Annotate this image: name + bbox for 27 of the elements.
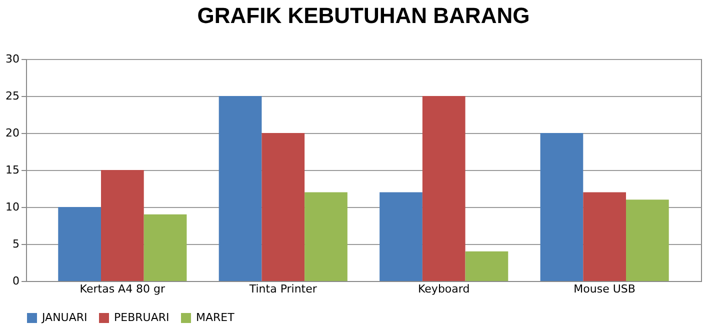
bar (58, 207, 101, 281)
y-tick-label: 5 (12, 238, 20, 250)
bar (262, 133, 305, 281)
y-tick-label: 30 (6, 52, 20, 66)
bar (144, 214, 187, 281)
bar (465, 251, 508, 281)
legend-label: PEBRUARI (114, 311, 170, 324)
bar (218, 96, 262, 281)
chart-title: GRAFIK KEBUTUHAN BARANG (197, 3, 530, 28)
x-tick-label: Tinta Printer (248, 282, 318, 296)
bar (422, 96, 466, 281)
y-tick-label: 25 (6, 90, 20, 102)
y-tick-label: 10 (6, 200, 20, 214)
legend-label: MARET (196, 311, 235, 324)
y-tick-label: 20 (6, 126, 20, 140)
bar (380, 192, 422, 281)
bar (101, 170, 144, 281)
x-tick-label: Mouse USB (574, 282, 636, 296)
legend-label: JANUARI (41, 311, 88, 324)
bar (304, 192, 348, 281)
x-tick-label: Kertas A4 80 gr (80, 282, 166, 296)
bar (583, 192, 626, 281)
bar (626, 200, 669, 281)
x-tick-label: Keyboard (418, 282, 470, 296)
bar (540, 133, 584, 281)
y-tick-label: 0 (12, 274, 20, 288)
y-tick-label: 15 (6, 164, 20, 176)
